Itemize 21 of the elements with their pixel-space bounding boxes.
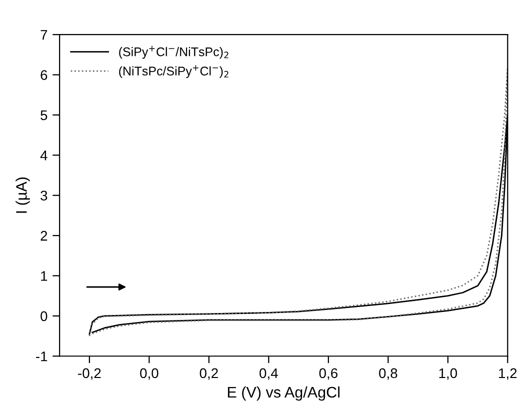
x-axis-title: E (V) vs Ag/AgCl	[228, 386, 340, 401]
legend-label: (SiPy$^{+}$Cl$^{−}$/NiTsPc)$_{2}$	[119, 46, 228, 59]
y-axis-title: I (µA)	[16, 177, 30, 213]
y-tick-label: 0	[40, 311, 48, 322]
y-tick-label: 3	[40, 190, 48, 201]
y-tick-label: 5	[40, 110, 48, 120]
y-tick-label: 1	[41, 271, 48, 281]
y-tick-label: 6	[40, 70, 48, 80]
x-tick-label: 0,8	[379, 368, 398, 380]
y-tick-label: -1	[36, 352, 48, 362]
x-tick-label: 0,2	[200, 368, 218, 380]
y-tick-label: 4	[40, 150, 48, 160]
x-tick-label: 0,0	[140, 368, 158, 380]
y-tick-label: 7	[40, 30, 48, 40]
y-tick-label: 2	[40, 230, 48, 241]
x-tick-label: 0,4	[260, 368, 278, 380]
legend-label: (NiTsPc/SiPy$^{+}$Cl$^{−}$)$_{2}$	[119, 65, 228, 78]
x-tick-label: -0,2	[78, 368, 101, 380]
x-tick-label: 1,0	[439, 368, 458, 380]
x-tick-label: 1,2	[499, 368, 517, 380]
x-tick-label: 0,6	[319, 368, 338, 380]
